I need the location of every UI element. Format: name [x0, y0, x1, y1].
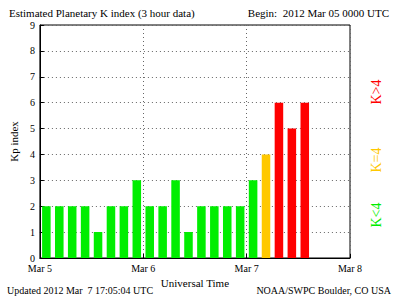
svg-text:Updated 2012 Mar 7 17:05:04 U: Updated 2012 Mar 7 17:05:04 UTC [7, 285, 153, 296]
svg-text:Mar 5: Mar 5 [28, 263, 52, 274]
svg-text:Universal Time: Universal Time [161, 277, 229, 289]
svg-text:7: 7 [30, 71, 35, 82]
svg-text:Mar 8: Mar 8 [338, 263, 362, 274]
svg-text:8: 8 [30, 45, 35, 56]
svg-text:6: 6 [30, 97, 35, 108]
svg-text:NOAA/SWPC Boulder, CO USA: NOAA/SWPC Boulder, CO USA [256, 285, 391, 296]
svg-text:Mar 6: Mar 6 [131, 263, 155, 274]
svg-text:9: 9 [30, 20, 35, 31]
svg-text:Kp index: Kp index [8, 121, 20, 162]
svg-text:5: 5 [30, 123, 35, 134]
svg-text:0: 0 [29, 252, 35, 264]
svg-text:1: 1 [30, 227, 35, 238]
svg-text:Estimated Planetary K index (3: Estimated Planetary K index (3 hour data… [9, 7, 195, 20]
svg-text:K=4: K=4 [369, 147, 384, 172]
svg-text:2: 2 [30, 201, 35, 212]
svg-text:Begin: 2012 Mar 05 0000 UTC: Begin: 2012 Mar 05 0000 UTC [248, 7, 389, 19]
svg-text:K<4: K<4 [369, 202, 384, 227]
svg-text:Mar 7: Mar 7 [235, 263, 259, 274]
svg-text:K>4: K>4 [369, 79, 384, 104]
svg-text:3: 3 [30, 175, 35, 186]
svg-text:4: 4 [30, 149, 35, 160]
